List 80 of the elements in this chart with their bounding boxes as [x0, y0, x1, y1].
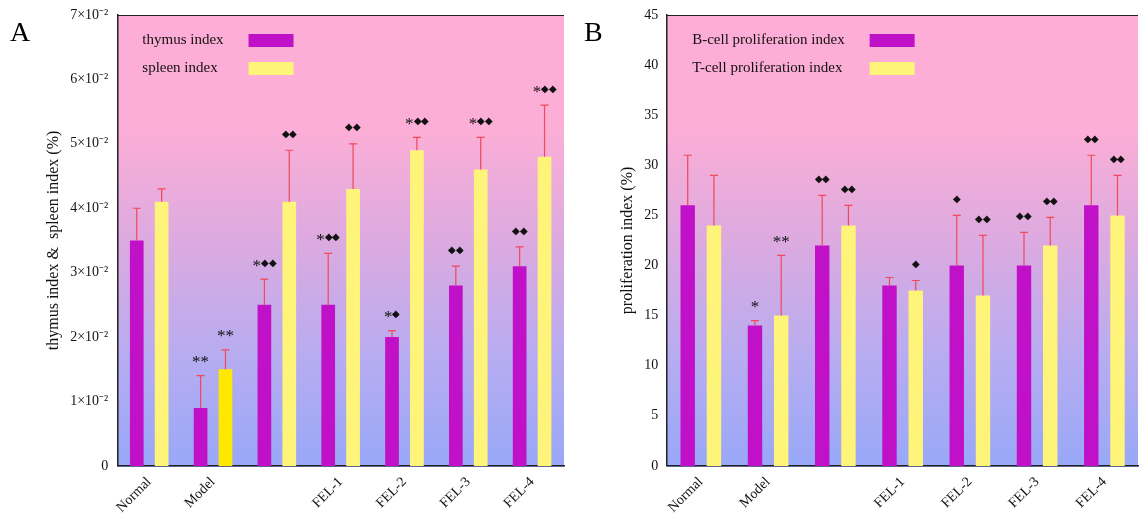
annotation: ◆◆ — [1016, 210, 1032, 222]
text: ◆ — [911, 258, 920, 270]
y-tick-label: 35 — [644, 106, 659, 122]
bar — [385, 337, 399, 466]
bar — [975, 295, 991, 466]
legend-label: thymus index — [142, 30, 225, 47]
annotation: ◆◆ — [512, 224, 528, 236]
bar — [410, 150, 424, 466]
y-tick-label: 25 — [644, 207, 659, 223]
text: *◆ — [383, 307, 401, 327]
chart-title: B — [584, 16, 603, 48]
annotation: *◆◆ — [532, 81, 557, 101]
annotation: ** — [216, 326, 234, 346]
annotation: ** — [192, 352, 210, 372]
bar — [346, 188, 360, 466]
text: ◆ — [421, 115, 430, 127]
bar — [321, 304, 336, 466]
annotation: * — [772, 231, 782, 251]
annotation: ◆ — [1042, 195, 1051, 207]
annotation: *◆◆ — [316, 229, 341, 249]
annotation: ◆◆ — [281, 127, 298, 139]
y-tick-label: 7×10⁻² — [70, 6, 109, 22]
y-tick-label: 20 — [644, 257, 659, 273]
y-axis-title: thymus index & spleen index (%) — [43, 130, 62, 351]
annotation: ◆◆ — [975, 213, 991, 225]
bar — [218, 369, 233, 466]
chart-title: A — [10, 16, 31, 48]
annotation: *◆◆ — [252, 255, 277, 275]
bar — [882, 285, 897, 466]
bar — [257, 304, 272, 466]
bar — [193, 407, 208, 466]
bar — [512, 266, 527, 466]
annotation: *◆◆ — [468, 113, 493, 133]
y-axis-title: proliferation index (%) — [617, 166, 636, 315]
legend-label: T-cell proliferation index — [692, 58, 843, 75]
bar — [129, 240, 144, 466]
bar — [282, 201, 297, 466]
bar — [1110, 215, 1125, 466]
y-tick-label: 2×10⁻² — [70, 328, 109, 344]
y-tick-label: 10 — [644, 357, 659, 373]
y-tick-label: 15 — [644, 307, 659, 323]
bar — [815, 245, 830, 466]
bar — [908, 290, 923, 466]
legend-label: spleen index — [142, 58, 219, 75]
annotation: ◆◆ — [1083, 132, 1100, 144]
legend-label: B-cell proliferation index — [692, 30, 846, 47]
y-tick-label: 6×10⁻² — [70, 71, 109, 87]
bar — [473, 169, 488, 466]
annotation: ◆◆ — [448, 243, 464, 255]
bar — [706, 225, 722, 466]
text: * — [781, 231, 790, 251]
y-tick-label: 45 — [644, 6, 659, 22]
y-tick-label: 4×10⁻² — [70, 199, 109, 215]
bar — [154, 201, 169, 466]
bar — [1043, 245, 1058, 466]
annotation: ◆◆ — [840, 183, 857, 194]
bar — [1016, 265, 1032, 466]
y-tick-label: 5×10⁻² — [70, 135, 109, 151]
bar — [680, 205, 695, 466]
bar — [747, 325, 763, 466]
annotation: ◆◆ — [814, 172, 831, 184]
annotation: *◆ — [405, 113, 422, 133]
bar — [537, 156, 552, 466]
bar — [1084, 205, 1099, 466]
bar — [949, 265, 964, 466]
y-tick-label: 0 — [651, 457, 659, 473]
y-tick-label: 40 — [644, 56, 659, 72]
text: * — [750, 297, 760, 317]
y-tick-label: 30 — [644, 156, 659, 172]
y-tick-label: 3×10⁻² — [70, 264, 109, 280]
annotation: ◆◆ — [1109, 152, 1126, 164]
annotation: ◆◆ — [345, 121, 362, 133]
bar — [773, 315, 789, 466]
annotation: ◆ — [1050, 195, 1059, 207]
y-tick-label: 1×10⁻² — [70, 393, 109, 409]
bar — [448, 285, 463, 466]
y-tick-label: 0 — [101, 457, 109, 473]
text: ◆ — [952, 193, 961, 205]
y-tick-label: 5 — [651, 407, 659, 423]
bar — [841, 225, 856, 466]
